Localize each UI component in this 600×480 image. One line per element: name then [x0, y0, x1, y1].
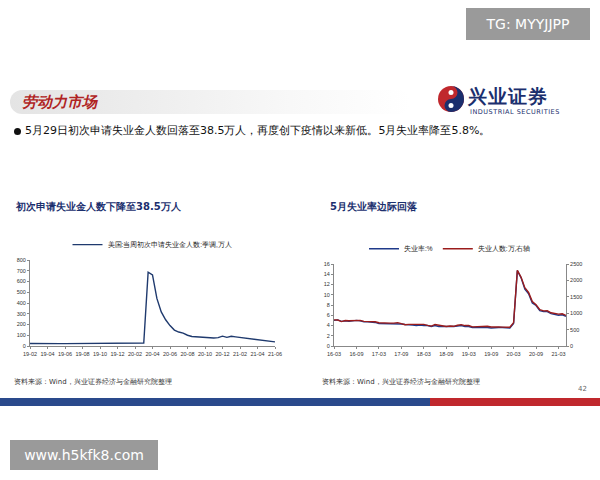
svg-text:8: 8 — [327, 302, 330, 308]
svg-text:21-03: 21-03 — [551, 351, 565, 357]
svg-text:美国:当周初次申请失业金人数:季调,万人: 美国:当周初次申请失业金人数:季调,万人 — [108, 241, 232, 249]
svg-text:600: 600 — [17, 278, 26, 284]
svg-text:18-03: 18-03 — [417, 351, 431, 357]
svg-text:2000: 2000 — [570, 277, 582, 283]
svg-text:14: 14 — [324, 271, 330, 277]
svg-text:100: 100 — [17, 332, 26, 338]
svg-text:19-08: 19-08 — [75, 351, 89, 357]
html-text:TG: MYYJJPP: TG: MYYJJPP — [486, 16, 570, 32]
svg-text:19-06: 19-06 — [58, 351, 72, 357]
svg-text:1500: 1500 — [570, 294, 582, 300]
svg-text:12: 12 — [324, 281, 330, 287]
svg-text:16-03: 16-03 — [327, 351, 341, 357]
svg-text:700: 700 — [17, 268, 26, 274]
svg-text:0: 0 — [23, 343, 26, 349]
svg-text:失业率:%: 失业率:% — [404, 245, 433, 252]
svg-text:17-03: 17-03 — [372, 351, 386, 357]
svg-text:20-02: 20-02 — [128, 351, 142, 357]
svg-text:800: 800 — [17, 257, 26, 263]
svg-text:10: 10 — [324, 292, 330, 298]
svg-text:19-02: 19-02 — [23, 351, 37, 357]
svg-text:19-12: 19-12 — [110, 351, 124, 357]
svg-text:0: 0 — [327, 343, 330, 349]
svg-text:2: 2 — [327, 333, 330, 339]
svg-text:4: 4 — [327, 322, 330, 328]
svg-text:20-12: 20-12 — [215, 351, 229, 357]
html-text:初次申请失业金人数下降至38.5万人: 初次申请失业金人数下降至38.5万人 — [16, 201, 181, 212]
svg-text:16-09: 16-09 — [349, 351, 363, 357]
svg-text:21-04: 21-04 — [250, 351, 264, 357]
html-text:42: 42 — [578, 385, 587, 393]
svg-text:500: 500 — [17, 289, 26, 295]
svg-text:400: 400 — [17, 300, 26, 306]
html-text:5月失业率边际回落: 5月失业率边际回落 — [330, 201, 417, 212]
html-text:兴业证券: 兴业证券 — [468, 85, 548, 107]
html-text:资料来源：Wind，兴业证券经济与金融研究院整理: 资料来源：Wind，兴业证券经济与金融研究院整理 — [322, 378, 480, 386]
svg-text:20-08: 20-08 — [180, 351, 194, 357]
svg-text:6: 6 — [327, 312, 330, 318]
html-text:www.h5kfk8.com: www.h5kfk8.com — [24, 447, 144, 463]
svg-text:20-06: 20-06 — [163, 351, 177, 357]
svg-text:0: 0 — [570, 343, 573, 349]
svg-text:200: 200 — [17, 321, 26, 327]
svg-text:21-02: 21-02 — [233, 351, 247, 357]
svg-text:17-09: 17-09 — [394, 351, 408, 357]
html-text:劳动力市场: 劳动力市场 — [22, 93, 97, 111]
svg-text:19-04: 19-04 — [40, 351, 54, 357]
html-text:资料来源：Wind，兴业证券经济与金融研究院整理: 资料来源：Wind，兴业证券经济与金融研究院整理 — [14, 378, 172, 386]
svg-text:500: 500 — [570, 327, 579, 333]
svg-text:20-04: 20-04 — [145, 351, 159, 357]
html-text:5月29日初次申请失业金人数回落至38.5万人，再度创下疫情: 5月29日初次申请失业金人数回落至38.5万人，再度创下疫情以来新低。5月失业率… — [25, 124, 491, 137]
svg-text:20-03: 20-03 — [507, 351, 521, 357]
svg-text:1000: 1000 — [570, 310, 582, 316]
svg-text:21-06: 21-06 — [268, 351, 282, 357]
svg-text:19-03: 19-03 — [462, 351, 476, 357]
svg-text:19-10: 19-10 — [93, 351, 107, 357]
html-text:INDUSTRIAL SECURITIES: INDUSTRIAL SECURITIES — [470, 108, 560, 116]
svg-text:20-09: 20-09 — [529, 351, 543, 357]
svg-text:失业人数:万,右轴: 失业人数:万,右轴 — [478, 245, 531, 253]
svg-text:16: 16 — [324, 261, 330, 267]
svg-text:300: 300 — [17, 311, 26, 317]
svg-text:18-09: 18-09 — [439, 351, 453, 357]
svg-text:20-10: 20-10 — [198, 351, 212, 357]
svg-text:19-09: 19-09 — [484, 351, 498, 357]
svg-text:2500: 2500 — [570, 261, 582, 267]
